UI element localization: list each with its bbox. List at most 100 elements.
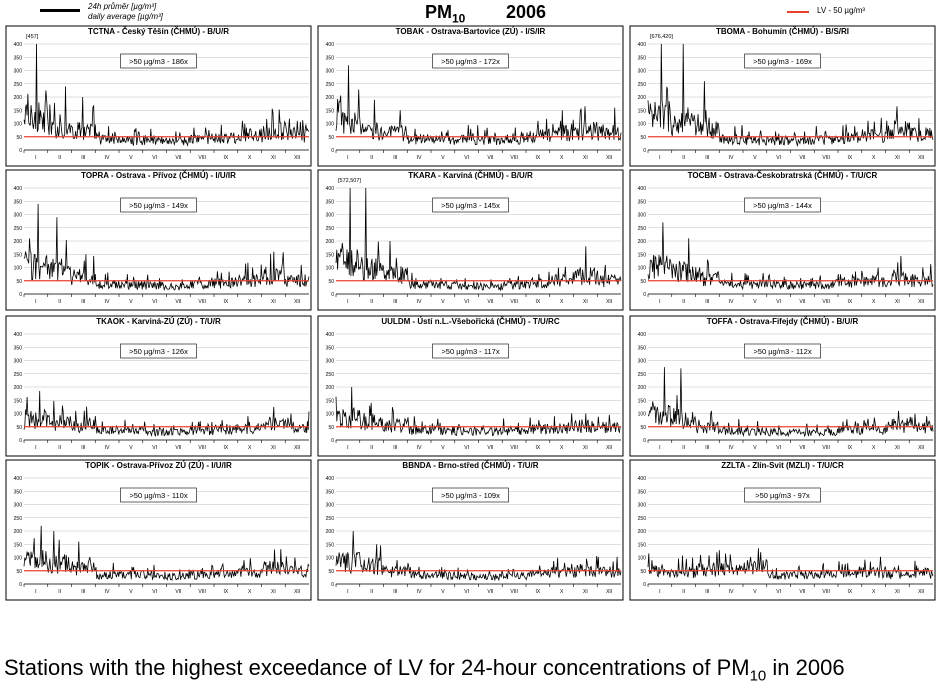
station-panel-8: UULDM - Ústí n.L.-Všebořická (ČHMÚ) - T/… [317,315,624,457]
y-tick-label: 200 [638,239,647,245]
month-label: VI [464,299,469,305]
daily-average-legend-cz: 24h průměr [µg/m³] [88,2,157,11]
month-label: III [81,589,85,595]
month-label: II [370,155,373,161]
y-tick-label: 50 [16,425,22,431]
month-label: VIII [198,299,206,305]
y-tick-label: 150 [14,398,23,404]
month-label: XII [918,445,924,451]
month-label: VII [175,155,181,161]
exceedance-label: >50 µg/m3 - 186x [129,57,188,66]
y-tick-label: 200 [326,529,335,535]
month-label: I [35,155,36,161]
exceedance-box [744,53,821,69]
y-tick-label: 200 [638,385,647,391]
station-panel-5: TKARA - Karviná (ČHMÚ) - B/U/R 0 50 100 150 2… [317,169,624,311]
y-tick-label: 300 [638,213,647,219]
y-tick-label: 350 [638,55,647,61]
exceedance-label: >50 µg/m3 - 126x [129,347,188,356]
month-label: II [58,155,61,161]
y-tick-label: 150 [326,542,335,548]
y-tick-label: 250 [326,82,335,88]
caption-suffix: in 2006 [766,655,845,680]
month-label: III [393,299,397,305]
month-label: IV [105,299,110,305]
panel-title: TCTNA - Český Těšín (ČHMÚ) - B/U/R [88,27,229,36]
panel-title: TOPRA - Ostrava - Přívoz (ČHMÚ) - I/U/IR [81,171,236,180]
month-label: III [81,445,85,451]
month-label: XII [294,589,300,595]
panel-frame [317,169,624,311]
figure-caption: Stations with the highest exceedance of … [4,655,845,684]
y-tick-label: 300 [638,69,647,75]
y-tick-label: 350 [326,345,335,351]
month-label: XII [294,445,300,451]
month-label: I [659,299,660,305]
daily-average-legend-swatch [40,9,80,12]
y-tick-label: 350 [326,55,335,61]
month-label: III [705,445,709,451]
y-tick-label: 50 [328,279,334,285]
month-label: V [753,155,757,161]
month-label: IV [417,445,422,451]
month-label: VI [464,589,469,595]
station-panel-9: TOFFA - Ostrava-Fifejdy (ČHMÚ) - B/U/R 0 5… [629,315,936,457]
month-label: X [872,155,876,161]
y-tick-label: 300 [14,69,23,75]
month-label: I [347,445,348,451]
month-label: IV [105,155,110,161]
exceedance-label: >50 µg/m3 - 149x [129,201,188,210]
y-tick-label: 250 [14,516,23,522]
month-label: IX [224,299,229,305]
month-label: IX [848,589,853,595]
month-label: III [705,589,709,595]
daily-average-series [23,390,310,437]
panel-title: TKARA - Karviná (ČHMÚ) - B/U/R [408,171,533,180]
exceedance-label: >50 µg/m3 - 145x [441,201,500,210]
exceedance-label: >50 µg/m3 - 112x [753,347,811,356]
month-label: VI [776,445,781,451]
station-panel-11: BBNDA - Brno-střed (ČHMÚ) - T/U/R 0 50 100 1… [317,459,624,601]
month-label: IV [729,445,734,451]
y-tick-label: 0 [331,292,334,298]
y-tick-label: 50 [328,425,334,431]
y-tick-label: 100 [326,266,335,272]
month-label: I [35,445,36,451]
y-tick-label: 0 [643,582,646,588]
y-tick-label: 400 [14,476,23,482]
y-tick-label: 150 [638,252,647,258]
station-panel-6: TOCBM - Ostrava-Českobratrská (ČHMÚ) - T… [629,169,936,311]
month-label: I [347,155,348,161]
y-tick-label: 50 [16,135,22,141]
y-tick-label: 100 [14,266,23,272]
panel-title: TOFFA - Ostrava-Fifejdy (ČHMÚ) - B/U/R [707,317,859,326]
panel-title: TOCBM - Ostrava-Českobratrská (ČHMÚ) - T… [688,171,878,180]
month-label: VI [152,445,157,451]
month-label: I [659,445,660,451]
panel-title: TKAOK - Karviná-ZÚ (ZÚ) - T/U/R [96,317,221,326]
month-label: II [370,299,373,305]
month-label: IX [536,589,541,595]
exceedance-box [744,343,821,359]
y-tick-label: 150 [326,398,335,404]
month-label: V [129,589,133,595]
exceedance-label: >50 µg/m3 - 172x [441,57,500,66]
month-label: VII [799,299,805,305]
month-label: X [872,589,876,595]
y-tick-label: 400 [326,332,335,338]
y-tick-label: 250 [14,226,23,232]
station-panel-10: TOPIK - Ostrava-Přívoz ZÚ (ZÚ) - I/U/IR 0… [5,459,312,601]
month-label: VIII [510,589,518,595]
month-label: III [393,155,397,161]
month-label: VIII [198,155,206,161]
y-tick-label: 150 [638,542,647,548]
y-tick-label: 0 [643,148,646,154]
exceedance-box [432,53,509,69]
y-tick-label: 200 [638,95,647,101]
y-tick-label: 400 [638,186,647,192]
panel-title: UULDM - Ústí n.L.-Všebořická (ČHMÚ) - T/… [381,317,559,326]
month-label: XI [583,299,588,305]
title-main: PM [425,2,452,22]
exceedance-label: >50 µg/m3 - 169x [753,57,812,66]
month-label: II [58,299,61,305]
